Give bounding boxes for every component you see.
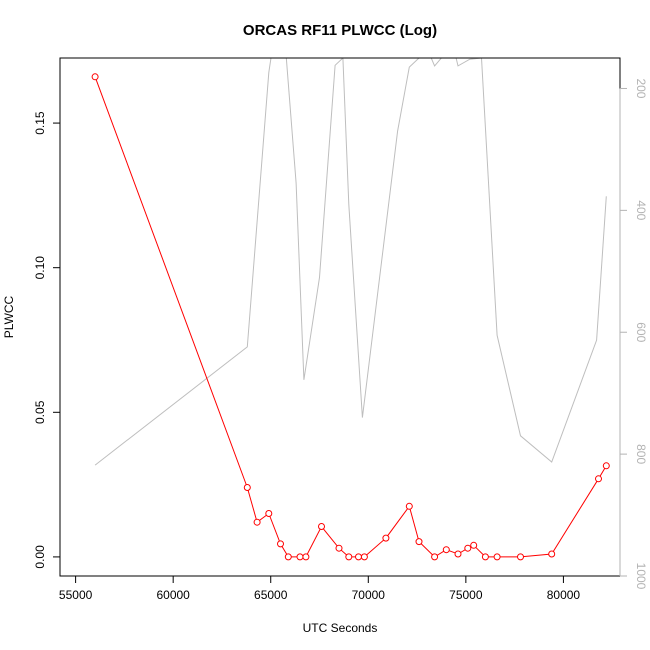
plwcc-data-point bbox=[296, 553, 304, 561]
plot-frame bbox=[59, 57, 621, 577]
y2-tick-label: 1000 bbox=[634, 563, 648, 590]
plwcc-data-point bbox=[284, 553, 292, 561]
plwcc-data-point bbox=[442, 546, 450, 554]
x-tick-label: 60000 bbox=[156, 588, 190, 602]
plwcc-data-point bbox=[360, 553, 368, 561]
plwcc-data-point bbox=[454, 550, 462, 558]
x-tick-label: 55000 bbox=[59, 588, 93, 602]
x-axis: 55000 60000 65000 70000 75000 80000 bbox=[59, 575, 581, 602]
y-tick-label: 0.00 bbox=[33, 545, 47, 569]
y2-tick-label: 200 bbox=[634, 78, 648, 98]
plwcc-data-point bbox=[517, 553, 524, 561]
plwcc-data-point bbox=[318, 523, 325, 530]
plwcc-data-point bbox=[602, 462, 610, 470]
plwcc-data-point bbox=[302, 553, 310, 561]
plwcc-data-point bbox=[277, 540, 284, 548]
x-tick-label: 70000 bbox=[352, 588, 386, 602]
plwcc-series-line bbox=[94, 76, 607, 558]
plwcc-series-layer bbox=[91, 73, 610, 561]
plwcc-data-point bbox=[265, 510, 273, 517]
x-tick-label: 75000 bbox=[449, 588, 483, 602]
plwcc-data-point bbox=[405, 502, 413, 510]
plwcc-data-point bbox=[253, 518, 261, 526]
plwcc-data-point bbox=[431, 553, 439, 561]
plwcc-data-point bbox=[415, 538, 423, 546]
plwcc-data-point bbox=[355, 553, 362, 561]
plwcc-data-point bbox=[91, 73, 99, 81]
plwcc-data-point bbox=[470, 541, 478, 549]
plwcc-data-point bbox=[382, 534, 390, 542]
chart-title: ORCAS RF11 PLWCC (Log) bbox=[243, 22, 437, 39]
y2-tick-label: 400 bbox=[634, 200, 648, 220]
x-tick-label: 80000 bbox=[547, 588, 581, 602]
plwcc-data-point bbox=[243, 484, 251, 491]
pressure-series-line bbox=[94, 58, 607, 466]
plwcc-data-point bbox=[464, 544, 472, 552]
y2-tick-label: 800 bbox=[634, 444, 648, 464]
pressure-series-layer bbox=[94, 58, 607, 466]
y-tick-label: 0.10 bbox=[33, 256, 47, 280]
plwcc-data-point bbox=[335, 544, 343, 552]
y-tick-label: 0.15 bbox=[33, 111, 47, 135]
plwcc-data-point bbox=[345, 553, 353, 561]
plwcc-data-point bbox=[481, 553, 489, 561]
y2-tick-label: 600 bbox=[634, 322, 648, 342]
plwcc-data-point bbox=[595, 475, 602, 483]
x-axis-label: UTC Seconds bbox=[303, 621, 378, 635]
y2-axis: 200 400 600 800 1000 bbox=[619, 78, 648, 590]
y-axis: 0.00 0.05 0.10 0.15 bbox=[33, 111, 61, 569]
y-axis-label: PLWCC bbox=[2, 295, 16, 338]
plwcc-data-point bbox=[493, 553, 501, 561]
x-tick-label: 65000 bbox=[254, 588, 288, 602]
plwcc-data-point bbox=[548, 550, 556, 558]
y-tick-label: 0.05 bbox=[33, 400, 47, 424]
